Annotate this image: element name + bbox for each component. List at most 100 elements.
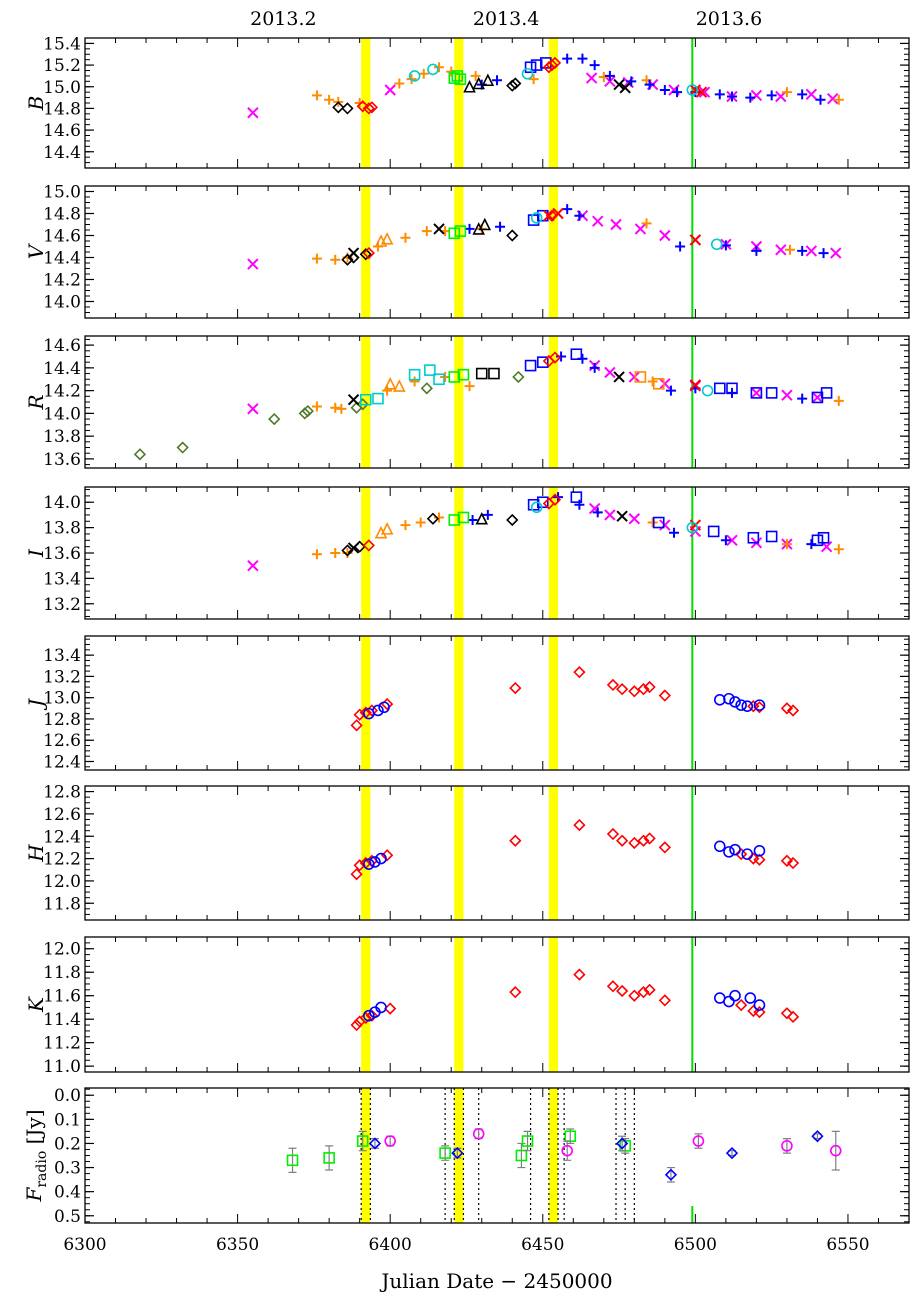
plus-marker <box>592 507 603 518</box>
plus-marker <box>720 240 731 251</box>
circle-marker <box>369 856 381 868</box>
diamond-marker <box>512 370 525 384</box>
circle-marker <box>427 63 439 76</box>
y-tick-label: 12.4 <box>43 752 81 772</box>
diamond-marker <box>735 998 748 1012</box>
diamond-marker <box>548 351 562 364</box>
triangle-marker <box>393 379 406 392</box>
square-marker <box>488 367 500 380</box>
series-square-lime <box>448 225 467 240</box>
circle-marker <box>723 846 735 858</box>
y-tick-label: 11.8 <box>43 963 81 983</box>
circle-marker <box>729 696 741 708</box>
diamond-marker <box>573 818 586 832</box>
plus-marker <box>574 210 585 221</box>
plus-marker <box>400 232 411 243</box>
triangle-marker <box>383 377 397 390</box>
plus-marker <box>784 244 795 255</box>
y-tick-label: 15.0 <box>43 183 81 203</box>
x-marker <box>726 534 738 547</box>
square-marker <box>475 367 488 380</box>
panel-frame <box>84 335 910 469</box>
circle-marker <box>363 1009 375 1022</box>
circle-marker <box>378 701 390 714</box>
square-marker <box>634 371 647 383</box>
plus-marker <box>644 79 655 90</box>
y-tick-label: 12.6 <box>43 805 81 825</box>
error-bar <box>370 1138 379 1149</box>
square-marker <box>713 382 726 395</box>
x-marker <box>689 379 702 391</box>
y-tick-label: 0.5 <box>54 1207 81 1227</box>
x-tick-label: 6400 <box>369 1235 412 1255</box>
plus-marker <box>641 218 652 229</box>
x-marker <box>247 559 259 572</box>
series-plus-blue <box>467 492 817 550</box>
diamond-marker <box>573 666 586 679</box>
square-marker <box>454 225 467 237</box>
y-tick-label: 14.6 <box>43 121 81 141</box>
yellow-band <box>361 937 371 1072</box>
y-tick-label: 14.2 <box>43 382 81 402</box>
series-square-lime <box>448 70 467 85</box>
plus-marker <box>336 403 347 414</box>
diamond-marker <box>615 1137 629 1150</box>
square-marker <box>451 70 464 82</box>
circle-marker <box>530 501 543 514</box>
square-marker <box>408 368 421 381</box>
x-marker <box>781 389 793 401</box>
y-axis-label: Fradio [Jy] <box>22 1109 50 1202</box>
y-tick-label: 15.4 <box>43 34 81 54</box>
yellow-band <box>548 336 559 468</box>
diamond-marker <box>548 493 562 506</box>
series-circle-cyan <box>530 501 699 534</box>
y-tick-label: 12.8 <box>43 783 81 803</box>
diamond-marker <box>615 683 629 696</box>
x-marker <box>689 519 702 531</box>
series-x-red <box>689 379 702 391</box>
series-circle-blue <box>363 692 766 720</box>
diamond-marker <box>176 441 189 454</box>
plus-marker <box>647 517 658 528</box>
x-marker <box>628 371 641 383</box>
square-marker <box>765 387 778 399</box>
panel-frame <box>84 635 910 771</box>
plus-marker <box>311 253 322 264</box>
x-marker <box>634 223 647 235</box>
series-diamond-red <box>542 351 562 368</box>
x-marker <box>347 394 360 406</box>
diamond-marker <box>780 702 794 715</box>
error-bar <box>325 1145 334 1171</box>
plus-marker <box>492 75 502 86</box>
square-marker <box>527 498 540 511</box>
series-circle-blue <box>363 989 766 1022</box>
circle-marker <box>753 844 766 857</box>
y-tick-label: 14.2 <box>43 271 81 291</box>
x-marker <box>592 215 604 227</box>
yellow-band <box>361 38 371 168</box>
square-marker <box>524 61 537 74</box>
circle-marker <box>375 1001 387 1014</box>
diamond-marker <box>356 100 369 113</box>
diamond-marker <box>637 986 650 999</box>
diamond-marker <box>753 853 766 866</box>
triangle-marker <box>472 76 485 90</box>
diamond-marker <box>606 678 620 692</box>
plus-marker <box>714 89 725 100</box>
y-axis-label-subscript: radio <box>34 1151 50 1188</box>
diamond-marker <box>451 1146 464 1160</box>
square-marker <box>457 368 470 381</box>
diamond-marker <box>573 968 586 981</box>
square-marker <box>530 59 543 71</box>
diamond-marker <box>658 841 671 854</box>
circle-marker <box>375 852 387 865</box>
series-plus-blue <box>556 351 808 404</box>
series-triangle-orange <box>374 522 394 539</box>
y-tick-label: 14.4 <box>43 143 81 163</box>
y-tick-label: 12.4 <box>43 827 81 847</box>
square-marker <box>457 511 470 524</box>
plus-marker <box>311 401 322 412</box>
square-marker <box>765 530 778 543</box>
plus-marker <box>482 509 493 520</box>
